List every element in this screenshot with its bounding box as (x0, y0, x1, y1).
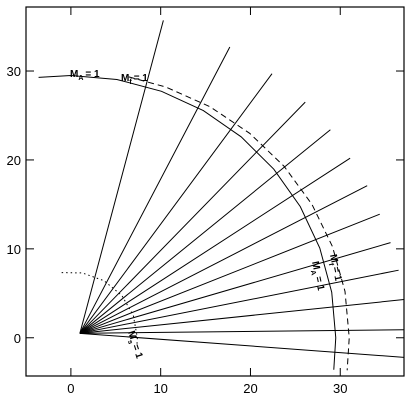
annotation-tail: = 1 (130, 343, 145, 360)
x-tick-label: 0 (67, 381, 74, 396)
annotation-main: M (327, 253, 339, 263)
annotation-tail: = 1 (85, 69, 100, 80)
field-line (79, 73, 273, 334)
field-line (61, 272, 138, 345)
field-line (79, 242, 391, 334)
field-line (79, 299, 404, 334)
field-line (79, 46, 231, 334)
annotation-sub: A (78, 75, 83, 82)
field-line (79, 20, 164, 334)
x-tick-label: 20 (243, 381, 257, 396)
field-line (79, 329, 404, 334)
annotation: Mf= 1 (121, 73, 148, 86)
annotation: MA= 1 (70, 69, 100, 82)
annotation-sub: s (126, 339, 134, 345)
annotation: Ms= 1 (123, 330, 144, 361)
field-line (79, 157, 351, 334)
annotation-main: M (309, 260, 321, 270)
annotation: MA= 1 (307, 260, 326, 292)
annotation-sub: f (129, 79, 132, 86)
annotation-sub: A (309, 270, 317, 276)
annotation-tail: = 1 (330, 266, 344, 283)
annotation-main: M (125, 330, 138, 341)
annotation-tail: = 1 (134, 73, 149, 84)
field-line (79, 129, 331, 334)
x-tick-label: 10 (153, 381, 167, 396)
annotation-main: M (121, 73, 129, 84)
field-line (38, 74, 337, 370)
y-tick-label: 30 (7, 64, 21, 79)
x-tick-label: 30 (333, 381, 347, 396)
field-line (128, 76, 350, 371)
field-line (79, 101, 306, 334)
annotation-sub: f (327, 263, 334, 267)
field-line (79, 269, 399, 334)
y-tick-label: 0 (14, 331, 21, 346)
y-tick-label: 10 (7, 242, 21, 257)
plot-frame (25, 6, 405, 377)
field-line (79, 332, 404, 358)
annotation-tail: = 1 (312, 275, 326, 292)
y-tick-label: 20 (7, 153, 21, 168)
field-line (79, 213, 380, 334)
field-line (79, 185, 368, 334)
annotation-main: M (70, 69, 78, 80)
annotation: Mf= 1 (325, 253, 343, 282)
